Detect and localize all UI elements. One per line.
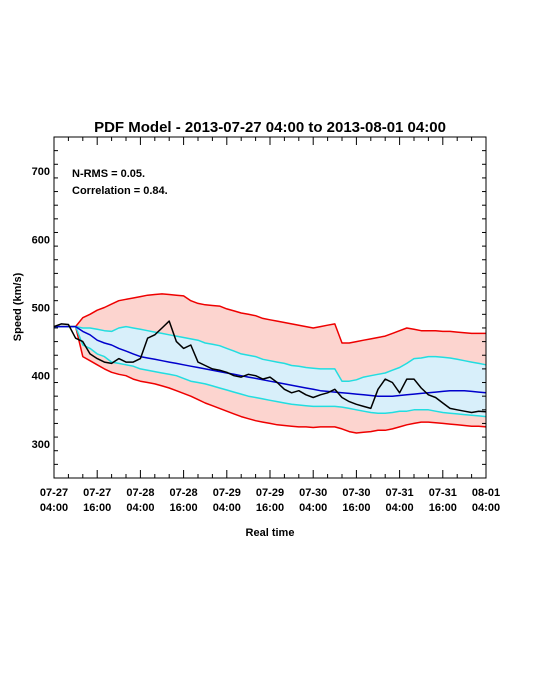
x-tick-label-time: 16:00 (342, 502, 370, 514)
observed-speed-line (53, 320, 487, 414)
x-tick-label-time: 16:00 (256, 502, 284, 514)
x-tick-label-time: 16:00 (83, 502, 111, 514)
x-tick-label-date: 07-27 (83, 487, 111, 499)
inner-band-lower-line (54, 325, 487, 418)
correlation-annotation: Correlation = 0.84. (72, 185, 168, 197)
x-tick-labels: 07-27 04:00 07-27 16:00 07-28 04:00 07-28 16:00… (40, 487, 500, 514)
x-tick-label-date: 07-28 (170, 487, 198, 499)
x-tick-label-date: 07-31 (386, 487, 414, 499)
x-tick-label-time: 04:00 (213, 502, 241, 514)
x-tick-label-date: 07-29 (213, 487, 241, 499)
inner-band-fill (54, 326, 486, 417)
y-tick-label: 600 (32, 234, 50, 246)
x-tick-label-time: 16:00 (429, 502, 457, 514)
x-tick-label-time: 04:00 (386, 502, 414, 514)
median-line (54, 325, 487, 397)
y-tick-label: 500 (32, 303, 50, 315)
y-tick-label: 700 (32, 166, 50, 178)
x-tick-label-time: 04:00 (299, 502, 327, 514)
x-tick-label-time: 04:00 (472, 502, 500, 514)
x-tick-label-date: 07-30 (342, 487, 370, 499)
x-tick-label-time: 04:00 (126, 502, 154, 514)
series-lines (53, 293, 487, 434)
outer-band-upper-line (54, 293, 486, 344)
x-axis-label: Real time (246, 527, 295, 539)
y-tick-label: 300 (32, 439, 50, 451)
x-tick-label-date: 07-30 (299, 487, 327, 499)
y-tick-label: 400 (32, 371, 50, 383)
axis-ticks (53, 136, 487, 479)
x-tick-label-date: 07-29 (256, 487, 284, 499)
y-axis-label: Speed (km/s) (12, 272, 24, 341)
x-tick-label-time: 04:00 (40, 502, 68, 514)
chart-title: PDF Model - 2013-07-27 04:00 to 2013-08-… (94, 119, 446, 136)
nrms-annotation: N-RMS = 0.05. (72, 168, 145, 180)
outer-band-lower-line (54, 325, 487, 434)
inner-band-upper-line (54, 325, 487, 382)
x-tick-label-date: 07-27 (40, 487, 68, 499)
x-tick-label-time: 16:00 (170, 502, 198, 514)
x-tick-label-date: 07-31 (429, 487, 457, 499)
x-tick-label-date: 07-28 (126, 487, 154, 499)
y-tick-labels: 300 400 500 600 700 (32, 166, 50, 451)
x-tick-label-date: 08-01 (472, 487, 500, 499)
